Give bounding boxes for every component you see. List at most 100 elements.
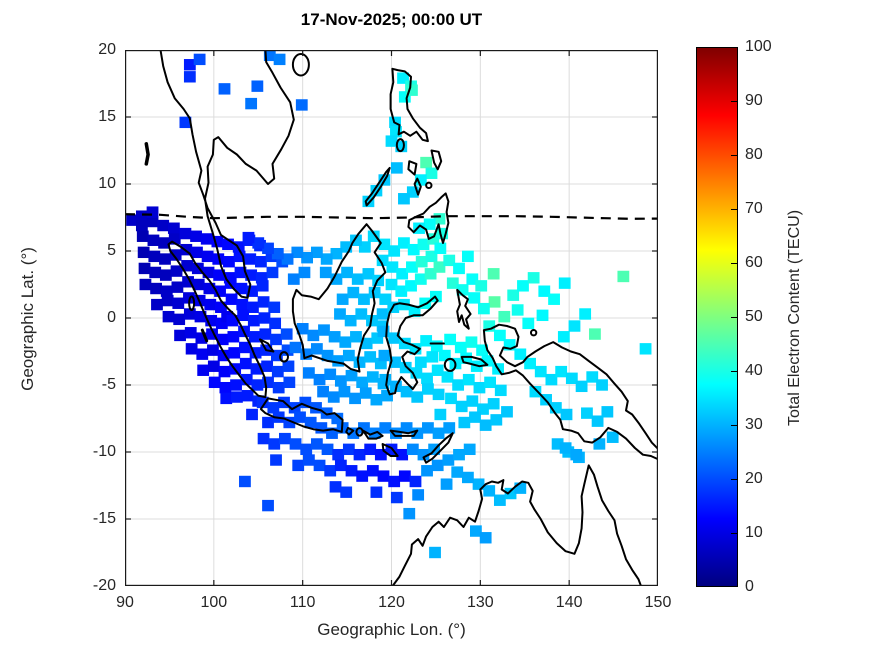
tec-cell	[245, 269, 258, 281]
tec-cell	[400, 386, 413, 398]
tec-cell	[426, 351, 439, 363]
tec-cell	[193, 53, 206, 66]
coastline-seram	[460, 355, 489, 368]
tec-cell	[259, 328, 272, 340]
tec-cell	[356, 470, 369, 482]
tec-cell	[353, 448, 366, 461]
tec-cell	[421, 465, 433, 477]
tec-cell	[289, 341, 302, 354]
tec-cell	[370, 394, 383, 406]
tec-cell	[207, 344, 219, 356]
tec-cell	[417, 448, 430, 461]
tec-cell	[302, 454, 315, 466]
tec-cell	[379, 422, 392, 434]
tec-cell	[330, 273, 343, 285]
tec-cell	[240, 373, 253, 386]
tec-cell	[466, 273, 479, 285]
tec-cell	[339, 336, 352, 348]
tec-cell	[330, 247, 343, 260]
y-tick-label: 15	[98, 108, 116, 125]
tec-cell	[412, 489, 425, 501]
tec-cell	[538, 285, 551, 297]
tec-cell	[536, 309, 549, 322]
y-tick-label: 20	[98, 41, 116, 58]
tec-cell	[241, 390, 254, 402]
tec-cell	[334, 375, 347, 387]
colorbar-tick-label: 40	[745, 362, 763, 379]
tec-cell	[581, 407, 593, 419]
tec-cell	[347, 427, 360, 439]
tec-cell	[409, 343, 422, 355]
tec-cell	[359, 387, 372, 399]
tec-cell	[151, 298, 163, 311]
tec-cell	[271, 247, 284, 260]
island-outline	[355, 427, 364, 437]
tec-cell	[219, 381, 232, 394]
tec-cell	[422, 422, 434, 434]
tec-cell	[558, 277, 571, 289]
tec-cell	[469, 411, 481, 423]
tec-cell	[347, 286, 360, 299]
tec-cell	[183, 71, 196, 83]
tec-cell	[504, 487, 517, 500]
tec-cell	[172, 297, 185, 309]
tec-cell	[179, 227, 192, 240]
tec-cell	[493, 494, 506, 506]
tec-cell	[223, 256, 235, 268]
tec-cell	[438, 349, 451, 362]
tec-cell	[396, 268, 409, 280]
tec-cell	[358, 422, 370, 434]
tec-cell	[281, 344, 294, 356]
tec-cell	[301, 252, 314, 264]
tec-cell	[326, 427, 338, 439]
tec-cell	[345, 465, 358, 477]
tec-cell	[371, 332, 384, 344]
colorbar-tick-mark	[731, 425, 737, 426]
tec-cell	[295, 99, 308, 111]
tec-cell	[344, 314, 357, 327]
tec-cell	[555, 365, 568, 378]
tec-cell	[202, 266, 215, 279]
coastline-sumba	[381, 443, 399, 457]
colorbar-tick-label: 50	[745, 308, 763, 325]
tec-cell	[549, 402, 562, 414]
tec-cell	[216, 333, 229, 346]
tec-cell	[617, 270, 630, 283]
tec-cell	[211, 235, 224, 248]
colorbar-tick-label: 10	[745, 524, 763, 541]
tec-cell	[334, 308, 346, 320]
tec-cell	[514, 348, 527, 360]
tec-cell	[465, 336, 478, 348]
tec-cell	[548, 293, 560, 305]
tec-cell	[225, 293, 238, 305]
tec-cell	[420, 335, 433, 347]
tec-cell	[400, 422, 413, 434]
coastline-luzon	[389, 67, 429, 143]
tec-cell	[494, 384, 507, 397]
colorbar-tick-mark	[731, 479, 737, 480]
y-tick-label: -5	[101, 376, 116, 393]
tec-cell	[396, 448, 409, 461]
tec-cell	[135, 210, 148, 222]
tec-cell	[406, 261, 418, 273]
tec-cell	[304, 416, 317, 429]
tec-cell	[417, 238, 430, 250]
tec-cell	[431, 459, 444, 472]
tec-cell	[298, 266, 311, 279]
tec-cell	[431, 364, 444, 376]
tec-cell	[324, 465, 337, 477]
tec-cell	[501, 406, 513, 418]
tec-cell	[252, 237, 265, 249]
tec-cell	[366, 465, 379, 477]
tec-cell	[476, 344, 489, 356]
tec-cell	[310, 343, 323, 355]
tec-cell	[477, 302, 490, 315]
tec-cell	[300, 348, 313, 360]
tec-cell	[300, 443, 313, 456]
tec-cell	[356, 376, 369, 389]
tec-cell	[434, 242, 447, 255]
tec-cell	[444, 333, 457, 346]
colorbar-tick-label: 100	[745, 38, 772, 55]
tec-cell	[255, 272, 268, 284]
tec-cell	[475, 280, 488, 292]
